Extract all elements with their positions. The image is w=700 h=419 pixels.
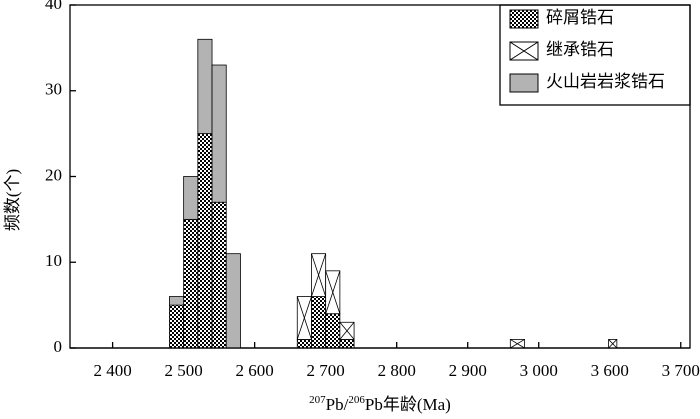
legend-swatch — [509, 73, 539, 93]
bar — [311, 296, 327, 349]
legend-label: 碎屑锆石 — [546, 8, 614, 27]
cross-hatch — [509, 41, 539, 61]
bar — [211, 201, 227, 349]
bar — [325, 313, 341, 349]
x-label-sup: 206 — [348, 394, 365, 406]
x-tick-label: 2 600 — [236, 361, 274, 380]
x-label-sup: 207 — [309, 394, 326, 406]
cross-hatch — [296, 296, 312, 340]
bar — [169, 304, 185, 349]
y-tick-label: 20 — [45, 165, 62, 184]
bar — [197, 133, 213, 349]
cross-hatch — [339, 322, 355, 340]
legend-label: 火山岩岩浆锆石 — [546, 72, 665, 91]
x-tick-label: 3 700 — [662, 361, 700, 380]
bar — [183, 218, 199, 349]
x-tick-label: 2 400 — [93, 361, 131, 380]
bar — [169, 296, 185, 306]
y-tick-label: 10 — [45, 251, 62, 270]
x-tick-label: 2 800 — [378, 361, 416, 380]
x-tick-label: 2 900 — [449, 361, 487, 380]
bar — [339, 339, 355, 349]
x-tick-label: 3 000 — [520, 361, 558, 380]
bar — [183, 176, 199, 220]
legend-swatch — [509, 9, 539, 29]
cross-hatch — [325, 270, 341, 314]
legend-box — [499, 4, 691, 106]
y-axis-label: 频数(个) — [3, 169, 22, 231]
x-tick-label: 3 600 — [591, 361, 629, 380]
bar — [211, 64, 227, 203]
y-tick-label: 40 — [45, 0, 62, 13]
cross-hatch — [608, 339, 618, 349]
y-tick-label: 0 — [54, 337, 63, 356]
cross-hatch — [510, 339, 525, 349]
y-tick-label: 30 — [45, 80, 62, 99]
x-axis-label: 207Pb/206Pb年龄(Ma) — [309, 394, 451, 414]
x-tick-label: 2 700 — [307, 361, 345, 380]
x-label-part: Pb年龄(Ma) — [365, 395, 451, 414]
legend-label: 继承锆石 — [546, 40, 614, 59]
cross-hatch — [311, 253, 327, 297]
bar — [296, 339, 312, 349]
bar — [197, 38, 213, 135]
bar — [225, 253, 241, 349]
x-label-part: Pb/ — [326, 395, 349, 414]
x-tick-label: 2 500 — [165, 361, 203, 380]
